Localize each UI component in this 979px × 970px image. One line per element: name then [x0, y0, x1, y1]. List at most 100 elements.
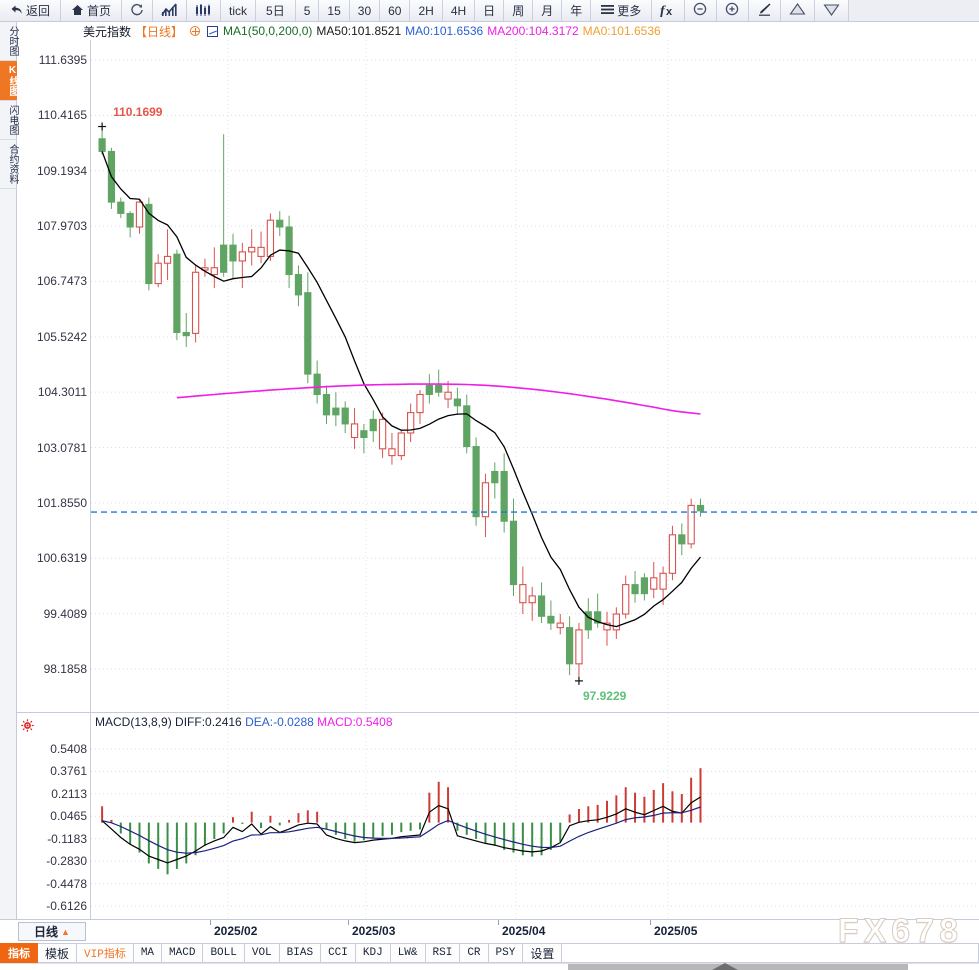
period-30m[interactable]: 30 — [349, 0, 381, 21]
back-button-label: 返回 — [26, 4, 51, 18]
ma50-value: MA50:101.8521 — [316, 24, 402, 38]
ma200-value: MA200:104.3172 — [487, 24, 579, 38]
period-5d-label: 5日 — [266, 4, 285, 18]
sidebar-item-kline[interactable]: K线图 — [0, 61, 18, 101]
macd-title: MACD(13,8,9) — [95, 715, 172, 729]
more-button[interactable]: 更多 — [591, 0, 653, 21]
candlestick-svg — [91, 40, 979, 712]
tab-boll-label: BOLL — [210, 947, 237, 959]
period-4h[interactable]: 4H — [442, 0, 476, 21]
date-axis-label: 2025/05 — [654, 924, 698, 938]
scroll-caret-icon[interactable] — [712, 963, 738, 970]
sidebar-item-contract-info[interactable]: 合约资料 — [0, 140, 18, 189]
back-button[interactable]: 返回 — [0, 0, 62, 21]
tab-boll[interactable]: BOLL — [203, 943, 245, 963]
zoom-out-button[interactable] — [685, 0, 718, 21]
tab-macd[interactable]: MACD — [162, 943, 204, 963]
period-15m[interactable]: 15 — [319, 0, 350, 21]
period-week[interactable]: 周 — [504, 0, 534, 21]
add-indicator-icon[interactable] — [190, 26, 201, 36]
tab-bias[interactable]: BIAS — [279, 943, 322, 963]
tab-rsi[interactable]: RSI — [425, 943, 461, 963]
tab-bias-label: BIAS — [286, 947, 314, 959]
price-axis-label: 98.1858 — [43, 662, 87, 676]
tab-cci[interactable]: CCI — [321, 943, 356, 963]
tab-kdj-label: KDJ — [362, 947, 383, 959]
sidebar-item-timeshare-label: 分时图 — [7, 26, 18, 56]
symbol-name: 美元指数 — [83, 24, 132, 39]
date-tick — [498, 920, 499, 925]
period-year[interactable]: 年 — [562, 0, 592, 21]
period-5m[interactable]: 5 — [295, 0, 320, 21]
high-price-annotation: 110.1699 — [113, 104, 163, 119]
tab-vip-indicator-label: VIP指标 — [84, 949, 126, 961]
period-day-label: 日 — [483, 4, 496, 18]
indicator-button[interactable] — [187, 0, 222, 21]
tab-lwr-label: LW& — [397, 947, 418, 959]
tab-vip-indicator[interactable]: VIP指标 — [77, 943, 134, 963]
home-button[interactable]: 首页 — [61, 0, 123, 21]
tab-cci-label: CCI — [328, 947, 348, 959]
period-30m-label: 30 — [357, 3, 372, 18]
triangle-up-button[interactable] — [781, 0, 816, 21]
period-2h[interactable]: 2H — [410, 0, 443, 21]
zoom-in-button[interactable] — [717, 0, 750, 21]
period-selector[interactable]: 日线 ▲ — [18, 922, 86, 941]
tab-vol[interactable]: VOL — [244, 943, 280, 963]
price-axis-label: 107.9703 — [36, 219, 87, 234]
low-price-annotation: 97.9229 — [582, 688, 627, 703]
sidebar-item-lightning[interactable]: 闪电图 — [0, 101, 18, 140]
tab-settings[interactable]: 设置 — [523, 943, 563, 963]
tab-indicator-label: 指标 — [8, 949, 30, 961]
period-month[interactable]: 月 — [533, 0, 563, 21]
period-5d[interactable]: 5日 — [256, 0, 296, 21]
tab-ma-label: MA — [140, 947, 155, 959]
candles-icon — [195, 3, 212, 19]
tab-vol-label: VOL — [251, 947, 272, 959]
triangle-down-icon — [823, 2, 840, 19]
macd-y-axis: 0.5408 0.3761 0.2113 0.0465 -0.1183 -0.2830 -0… — [17, 713, 90, 919]
tab-template[interactable]: 模板 — [38, 943, 78, 963]
sidebar-item-lightning-label: 闪电图 — [7, 105, 18, 135]
refresh-button[interactable] — [122, 0, 154, 21]
horizontal-scrollbar[interactable] — [0, 963, 979, 970]
chart-mini-icon[interactable] — [207, 25, 219, 37]
tab-lwr[interactable]: LW& — [390, 943, 426, 963]
price-axis-label: 101.8550 — [36, 495, 87, 510]
chart-line-icon — [161, 2, 178, 19]
period-60m-label: 60 — [388, 3, 402, 18]
tab-psy[interactable]: PSY — [488, 943, 524, 963]
period-tick[interactable]: tick — [221, 0, 257, 21]
period-60m[interactable]: 60 — [380, 0, 411, 21]
period-2h-label: 2H — [418, 3, 434, 18]
candlestick-plot[interactable] — [90, 40, 979, 712]
period-day[interactable]: 日 — [475, 0, 505, 21]
tab-indicator[interactable]: 指标 — [0, 943, 38, 963]
chart-type-button[interactable] — [153, 0, 188, 21]
period-4h-label: 4H — [450, 3, 467, 18]
period-month-label: 月 — [541, 4, 554, 18]
scrollbar-thumb[interactable] — [568, 964, 908, 970]
settings-sun-icon[interactable] — [21, 719, 34, 732]
chart-info-bar: 美元指数 【日线】 MA1(50,0,200,0) MA50:101.8521 … — [17, 22, 979, 40]
refresh-icon — [130, 3, 144, 19]
tab-cr[interactable]: CR — [460, 943, 489, 963]
triangle-down-button[interactable] — [815, 0, 850, 21]
svg-text:f: f — [660, 4, 666, 17]
date-axis-label: 2025/03 — [352, 924, 396, 938]
price-axis-label: 106.7473 — [36, 274, 87, 289]
period-selector-label: 日线 — [34, 925, 59, 939]
tab-kdj[interactable]: KDJ — [355, 943, 391, 963]
macd-axis-label: 0.2113 — [51, 786, 87, 801]
tab-template-label: 模板 — [45, 946, 70, 961]
top-toolbar: 返回 首页 tick 5日 5 15 30 60 2H 4H 日 周 月 年 更多 f x — [0, 0, 979, 22]
ma-formula: MA1(50,0,200,0) — [223, 24, 313, 38]
sidebar-item-contract-info-label: 合约资料 — [7, 144, 18, 184]
draw-button[interactable] — [749, 0, 782, 21]
macd-plot[interactable] — [90, 713, 979, 919]
tab-rsi-label: RSI — [432, 947, 453, 959]
sidebar-item-timeshare[interactable]: 分时图 — [0, 22, 18, 61]
tab-ma[interactable]: MA — [133, 943, 163, 963]
